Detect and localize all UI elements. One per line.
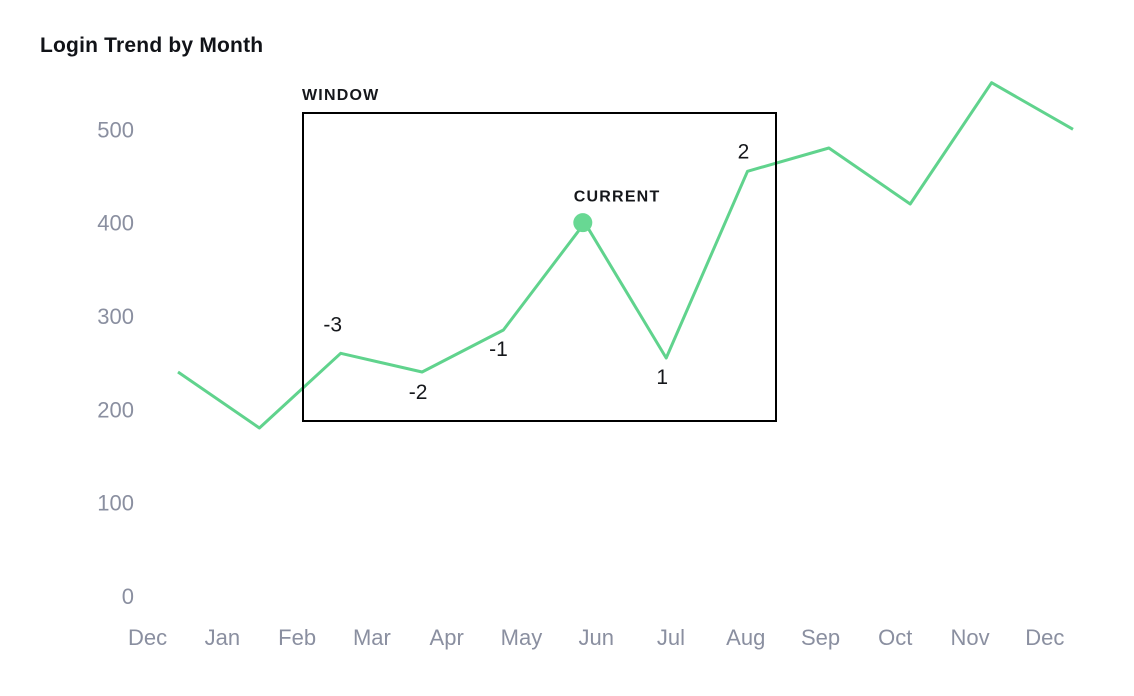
x-axis-tick-label: Sep	[801, 625, 840, 650]
x-axis-tick-label: Aug	[726, 625, 765, 650]
x-axis-tick-label: Jan	[205, 625, 240, 650]
y-axis-tick-label: 400	[97, 211, 134, 236]
x-axis-tick-label: Nov	[951, 625, 990, 650]
y-axis-tick-label: 0	[122, 584, 134, 609]
window-box	[302, 112, 777, 422]
y-axis-tick-label: 300	[97, 304, 134, 329]
offset-label: -2	[409, 381, 428, 404]
offset-label: 1	[656, 366, 668, 389]
trend-line	[177, 81, 1074, 430]
page-title: Login Trend by Month	[40, 34, 264, 57]
x-axis-tick-label: Feb	[278, 625, 316, 650]
x-axis-tick-label: Mar	[353, 625, 391, 650]
offset-label: -1	[489, 338, 508, 361]
x-axis-tick-label: Jul	[657, 625, 685, 650]
y-axis-tick-label: 200	[97, 397, 134, 422]
offset-label: -3	[323, 313, 342, 336]
offset-label: 2	[738, 140, 750, 163]
x-axis-tick-label: Apr	[430, 625, 464, 650]
current-point-dot	[573, 213, 593, 233]
y-axis-tick-label: 100	[97, 491, 134, 516]
x-axis-tick-label: Jun	[578, 625, 613, 650]
current-label: CURRENT	[574, 189, 661, 206]
x-axis-tick-label: Oct	[878, 625, 912, 650]
x-axis-tick-label: Dec	[128, 625, 167, 650]
x-axis-tick-label: Dec	[1025, 625, 1064, 650]
x-axis-tick-label: May	[501, 625, 543, 650]
window-label: WINDOW	[302, 87, 379, 104]
y-axis-tick-label: 500	[97, 117, 134, 142]
